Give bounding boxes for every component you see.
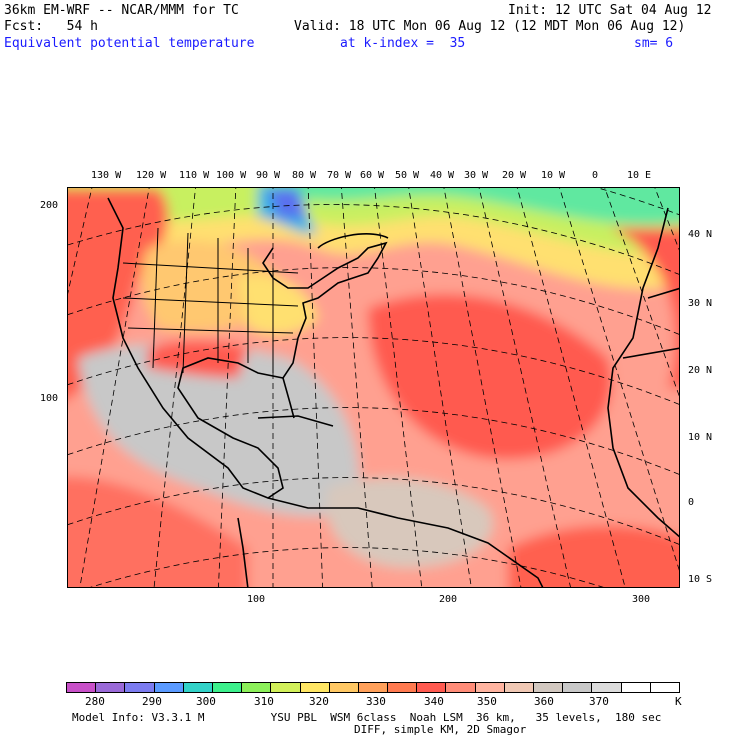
color-scale-cell [649,682,680,693]
color-scale-cell [328,682,359,693]
grid-y-label: 200 [40,200,59,211]
scale-label: 370 [589,695,609,708]
color-scale-cell [503,682,534,693]
scale-label: 350 [477,695,497,708]
coastlines [107,197,679,587]
color-scale-cell [211,682,243,693]
map-canvas [68,188,679,587]
lon-label: 40 W [430,170,455,181]
color-scale-cell [241,682,272,693]
color-scale-cell [66,682,97,693]
lon-label: 50 W [395,170,420,181]
lon-label: 90 W [256,170,281,181]
color-scale-cell [182,682,213,693]
color-scale-cell [562,682,593,693]
color-scale-cell [591,682,622,693]
lon-label: 0 [592,170,599,181]
lon-label: 10 W [541,170,566,181]
color-scale-cell [445,682,476,693]
grid-x-label: 300 [632,594,651,605]
model-info: Model Info: V3.3.1 M YSU PBL WSM 6class … [72,711,662,724]
lat-label: 40 N [688,229,713,240]
state-borders [122,227,299,374]
lat-label: 30 N [688,298,713,309]
lon-label: 80 W [292,170,317,181]
graticule [68,188,679,587]
level-index: at k-index = 35 [340,36,466,51]
scale-label: 310 [254,695,274,708]
lon-label: 30 W [464,170,489,181]
theta-e-field [68,188,679,587]
scale-label: 340 [424,695,444,708]
color-scale-cell [416,682,447,693]
lon-label: 110 W [179,170,210,181]
scale-label: 330 [366,695,386,708]
grid-x-label: 100 [247,594,266,605]
init-time: Init: 12 UTC Sat 04 Aug 12 [508,3,712,18]
lat-label: 10 S [688,574,713,585]
model-info-2: DIFF, simple KM, 2D Smagor [354,723,527,736]
model-title: 36km EM-WRF -- NCAR/MMM for TC [4,3,239,18]
scale-label: 290 [142,695,162,708]
color-scale-cell [387,682,418,693]
grid-x-label: 200 [439,594,458,605]
lat-label: 0 [688,497,695,508]
valid-time: Valid: 18 UTC Mon 06 Aug 12 (12 MDT Mon … [294,19,686,34]
color-scale-cell [124,682,155,693]
lon-label: 100 W [216,170,247,181]
lon-label: 70 W [327,170,352,181]
scale-label: 320 [309,695,329,708]
scale-label: 280 [85,695,105,708]
color-scale-cell [533,682,564,693]
scale-label: 300 [196,695,216,708]
lon-label: 20 W [502,170,527,181]
lon-label: 60 W [360,170,385,181]
forecast-hour: Fcst: 54 h [4,19,98,34]
scale-label: 360 [534,695,554,708]
color-scale-cell [299,682,330,693]
color-scale-cell [620,682,651,693]
theta-e-map [67,187,680,588]
smoothing: sm= 6 [634,36,674,51]
scale-unit: K [675,695,682,708]
lon-label: 10 E [627,170,652,181]
color-scale-cell [95,682,126,693]
lon-label: 120 W [136,170,167,181]
lat-label: 20 N [688,365,713,376]
color-scale [66,682,680,693]
color-scale-cell [270,682,301,693]
lon-label: 130 W [91,170,122,181]
color-scale-cell [357,682,389,693]
lat-label: 10 N [688,432,713,443]
grid-y-label: 100 [40,393,59,404]
color-scale-cell [153,682,184,693]
color-scale-cell [474,682,505,693]
field-name: Equivalent potential temperature [4,36,255,51]
